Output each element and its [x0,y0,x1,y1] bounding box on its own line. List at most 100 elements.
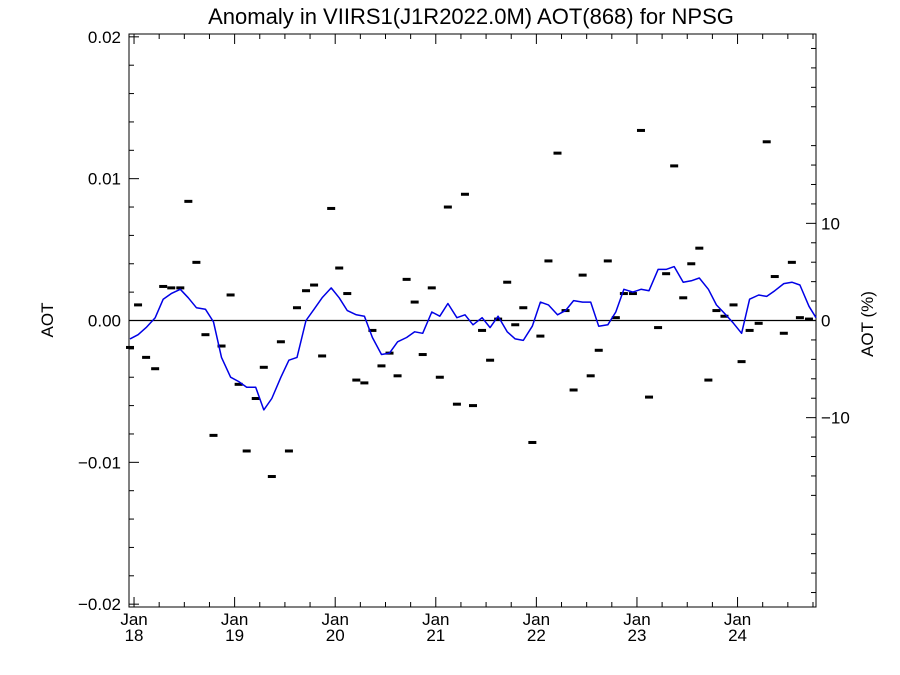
y2-tick-label: −10 [821,409,850,428]
running-mean-layer [129,265,817,411]
y-axis-right: −10 0 10 [806,47,850,594]
x-tick-label-year: 19 [225,626,244,645]
data-point [503,280,512,284]
x-tick-label-year: 23 [627,626,646,645]
data-point [410,300,419,304]
data-point [267,475,276,479]
data-point [151,367,160,371]
data-point [779,331,788,335]
data-point [536,334,545,338]
y-tick-label: −0.01 [78,453,121,472]
data-point [251,397,260,401]
data-point [284,449,293,453]
data-point [343,292,352,296]
data-point [654,326,663,330]
data-point [687,262,696,266]
data-point [494,317,503,321]
y-tick-label: 0.01 [88,170,121,189]
data-point [553,151,562,155]
data-point [259,365,268,369]
data-point [511,323,520,327]
data-point [787,260,796,264]
data-point [670,164,679,168]
data-point [217,344,226,348]
data-point [234,382,243,386]
data-point [754,321,763,325]
data-point [176,286,185,290]
data-point [737,360,746,364]
data-point [729,303,738,307]
x-tick-label-month: Jan [422,610,449,629]
data-point [226,293,235,297]
data-point [745,328,754,332]
data-point [486,358,495,362]
data-point [418,353,427,357]
x-tick-label-month: Jan [321,610,348,629]
x-tick-label-year: 24 [728,626,747,645]
data-point [368,328,377,332]
data-point [795,316,804,320]
data-point [528,440,537,444]
data-point [310,283,319,287]
data-point [159,284,168,288]
data-point [586,374,595,378]
data-point [335,266,344,270]
data-point [628,292,637,296]
data-point [603,259,612,263]
data-point [619,292,628,296]
x-tick-label-month: Jan [523,610,550,629]
data-point [469,404,478,408]
data-point [427,286,436,290]
y-tick-label: 0.00 [88,312,121,331]
data-point [712,309,721,313]
chart-title: Anomaly in VIIRS1(J1R2022.0M) AOT(868) f… [208,4,734,29]
data-point [126,345,135,349]
data-point [519,306,528,310]
y-axis-label-right: AOT (%) [858,291,877,357]
x-tick-label-year: 22 [527,626,546,645]
data-point [478,328,487,332]
data-point [611,316,620,320]
y-axis-label-left: AOT [38,303,57,338]
data-point [201,333,210,337]
data-point [184,199,193,203]
data-point [360,381,369,385]
data-point [544,259,553,263]
data-point [352,378,361,382]
data-point [142,355,151,359]
data-point [192,260,201,264]
data-point [302,289,311,293]
data-point [134,303,143,307]
data-point [318,354,327,358]
data-point [402,277,411,281]
data-point [167,286,176,290]
data-point [804,317,813,321]
data-point [242,449,251,453]
data-point [276,340,285,344]
data-point [435,375,444,379]
data-point [695,246,704,250]
data-point [636,128,645,132]
x-tick-label-month: Jan [221,610,248,629]
data-point [443,205,452,209]
data-point [578,273,587,277]
data-point [393,374,402,378]
data-point [770,275,779,279]
data-point [377,364,386,368]
data-point [762,140,771,144]
data-point [452,402,461,406]
y2-tick-label: 0 [821,312,830,331]
data-point [679,296,688,300]
y-tick-label: 0.02 [88,28,121,47]
scatter-layer [126,128,813,479]
data-point [569,388,578,392]
data-point [460,192,469,196]
x-tick-label-month: Jan [623,610,650,629]
data-point [704,378,713,382]
running-mean-line [129,265,817,411]
data-point [594,348,603,352]
y2-tick-label: 10 [821,214,840,233]
data-point [327,206,336,210]
